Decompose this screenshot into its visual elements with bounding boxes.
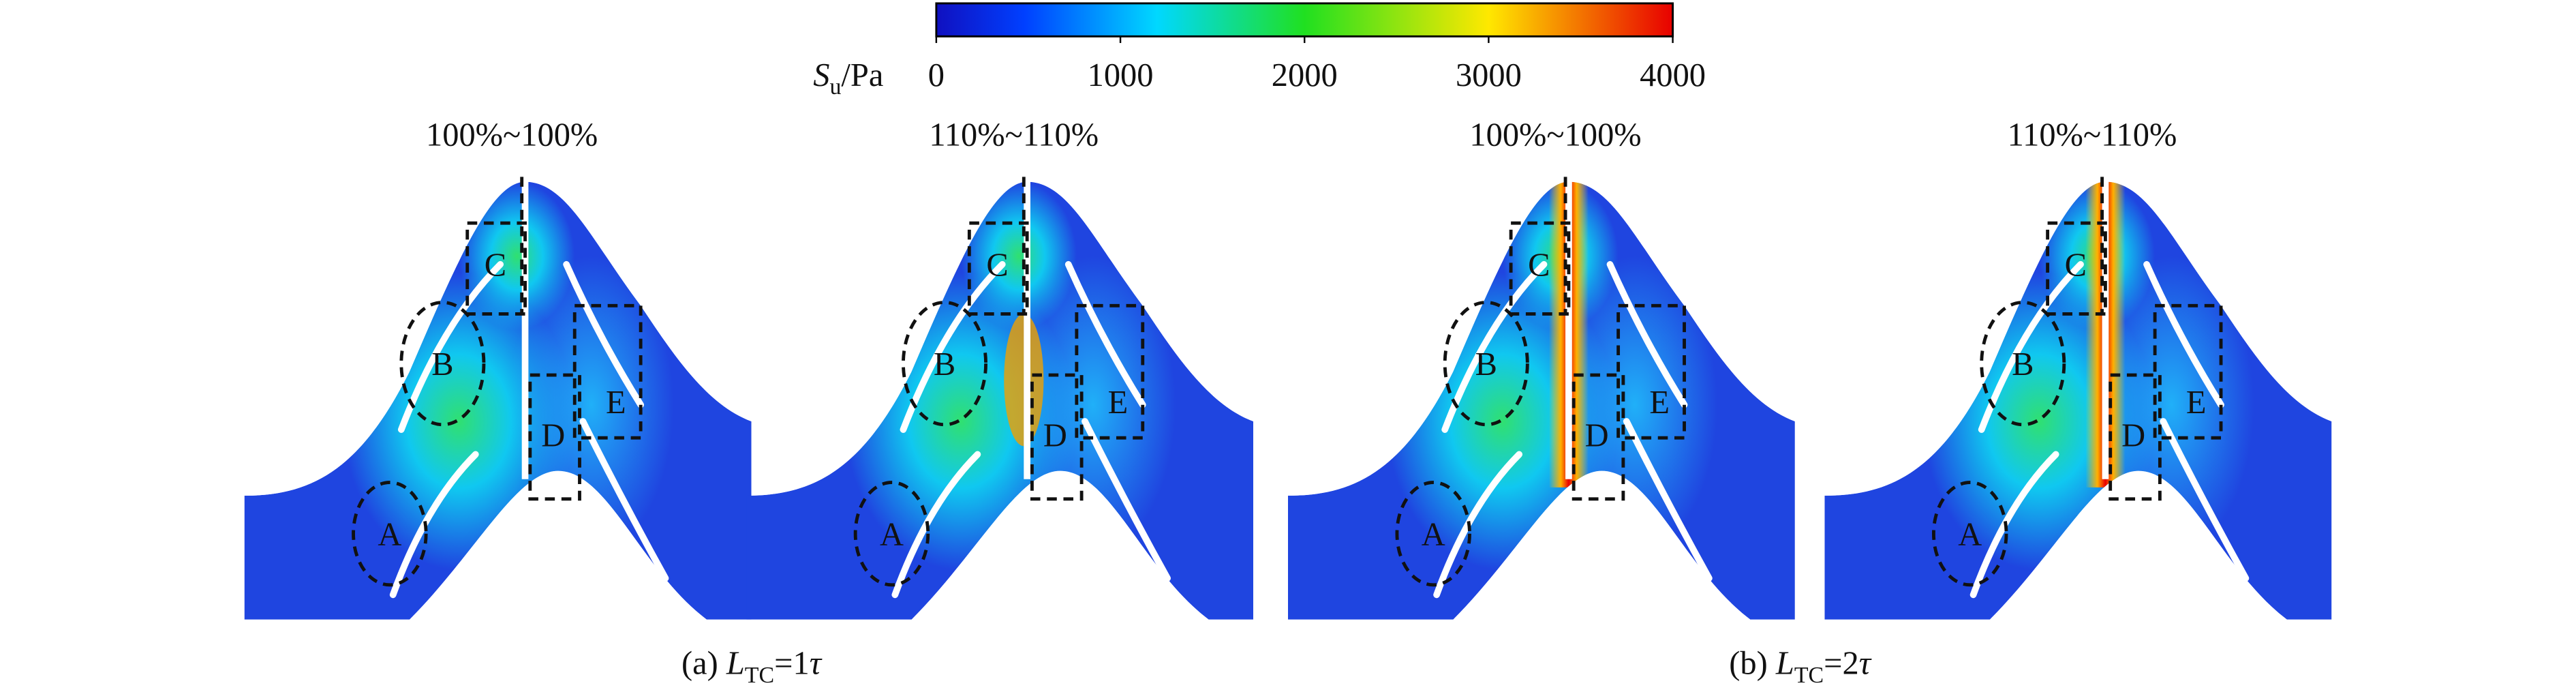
- region-outline: [2109, 373, 2162, 501]
- region-outline: [572, 303, 643, 440]
- caption-unit: τ: [1859, 646, 1872, 682]
- region-label: E: [1649, 385, 1670, 421]
- region-label: A: [880, 517, 904, 553]
- blade: [1433, 451, 1523, 599]
- blade: [1082, 418, 1171, 582]
- region-outline: [1509, 221, 1571, 316]
- caption-prefix: (a): [681, 646, 726, 682]
- region-outline: [352, 481, 428, 587]
- panel: 110%~110% A B C D E: [1824, 117, 2332, 620]
- blade: [563, 260, 644, 408]
- caption-symbol: L: [1775, 646, 1794, 682]
- region-outline: [853, 481, 930, 587]
- panel-title: 110%~110%: [2008, 117, 2177, 153]
- blade: [1606, 260, 1688, 408]
- region-label: B: [431, 346, 453, 382]
- blade: [579, 418, 669, 582]
- caption-suffix: =1: [774, 646, 810, 682]
- caption-symbol: L: [726, 646, 745, 682]
- region-outline: [967, 221, 1029, 316]
- region-label: C: [986, 247, 1008, 284]
- contour: [244, 181, 752, 620]
- panel-title: 100%~100%: [1469, 117, 1641, 153]
- caption: (b) LTC=2τ: [1729, 646, 1871, 688]
- blade: [1064, 260, 1146, 408]
- caption: (a) LTC=1τ: [681, 646, 823, 688]
- region-outline: [1075, 303, 1145, 440]
- contour-blob: [1004, 314, 1044, 447]
- region-label: B: [1475, 346, 1497, 382]
- region-outline: [1616, 303, 1686, 440]
- region-outline: [1030, 373, 1084, 501]
- colorbar-label: Su/Pa: [813, 57, 883, 100]
- colorbar-subscript: u: [829, 74, 841, 100]
- caption-prefix: (b): [1729, 646, 1776, 682]
- contour: [1288, 181, 1795, 620]
- region-label: B: [2012, 346, 2034, 382]
- region-label: E: [606, 385, 626, 421]
- colorbar-tick-label: 1000: [1088, 57, 1154, 93]
- panel: 100%~100% A B C D E: [244, 117, 752, 620]
- blade: [389, 451, 479, 599]
- panel-title: 100%~100%: [426, 117, 598, 153]
- colorbar-tick-label: 0: [928, 57, 945, 93]
- blade: [2160, 418, 2250, 582]
- colorbar-tick-label: 2000: [1272, 57, 1338, 93]
- region-outline: [465, 221, 527, 316]
- region-outline: [1932, 481, 2008, 587]
- region-label: B: [934, 346, 955, 382]
- blade: [891, 451, 981, 599]
- caption-subscript: TC: [745, 663, 774, 688]
- region-outline: [2046, 221, 2107, 316]
- panel: 110%~110% A B C D E: [746, 117, 1254, 620]
- region-label: D: [1585, 417, 1609, 453]
- region-label: D: [541, 417, 565, 453]
- colorbar-tick-label: 3000: [1456, 57, 1522, 93]
- region-label: A: [1422, 517, 1445, 553]
- region-label: A: [378, 517, 401, 553]
- region-outline: [1395, 481, 1471, 587]
- region-label: A: [1958, 517, 1982, 553]
- contour-blob: [961, 181, 1077, 331]
- contour-blob: [459, 181, 575, 331]
- captions: (a) LTC=1τ (b) LTC=2τ: [681, 646, 1872, 688]
- blade: [1623, 418, 1713, 582]
- region-outline: [528, 373, 581, 501]
- region-label: C: [2065, 247, 2087, 284]
- region-label: C: [1528, 247, 1550, 284]
- colorbar-gradient: [935, 2, 1674, 38]
- caption-subscript: TC: [1794, 663, 1824, 688]
- region-outline: [2153, 303, 2223, 440]
- contour: [1824, 181, 2332, 620]
- panel-title: 110%~110%: [929, 117, 1099, 153]
- panel: 100%~100% A B C D E: [1288, 117, 1795, 620]
- colorbar-tick-label: 4000: [1640, 57, 1706, 93]
- caption-suffix: =2: [1824, 646, 1859, 682]
- blade: [2143, 260, 2224, 408]
- caption-unit: τ: [810, 646, 823, 682]
- blade: [1969, 451, 2059, 599]
- region-label: D: [2121, 417, 2145, 453]
- region-label: E: [2186, 385, 2207, 421]
- region-label: D: [1043, 417, 1067, 453]
- region-label: C: [485, 247, 506, 284]
- colorbar: Su/Pa 0 1000 2000 3000 4000: [813, 2, 1706, 100]
- colorbar-symbol: S: [813, 57, 829, 93]
- region-label: E: [1108, 385, 1129, 421]
- colorbar-unit: /Pa: [841, 57, 883, 93]
